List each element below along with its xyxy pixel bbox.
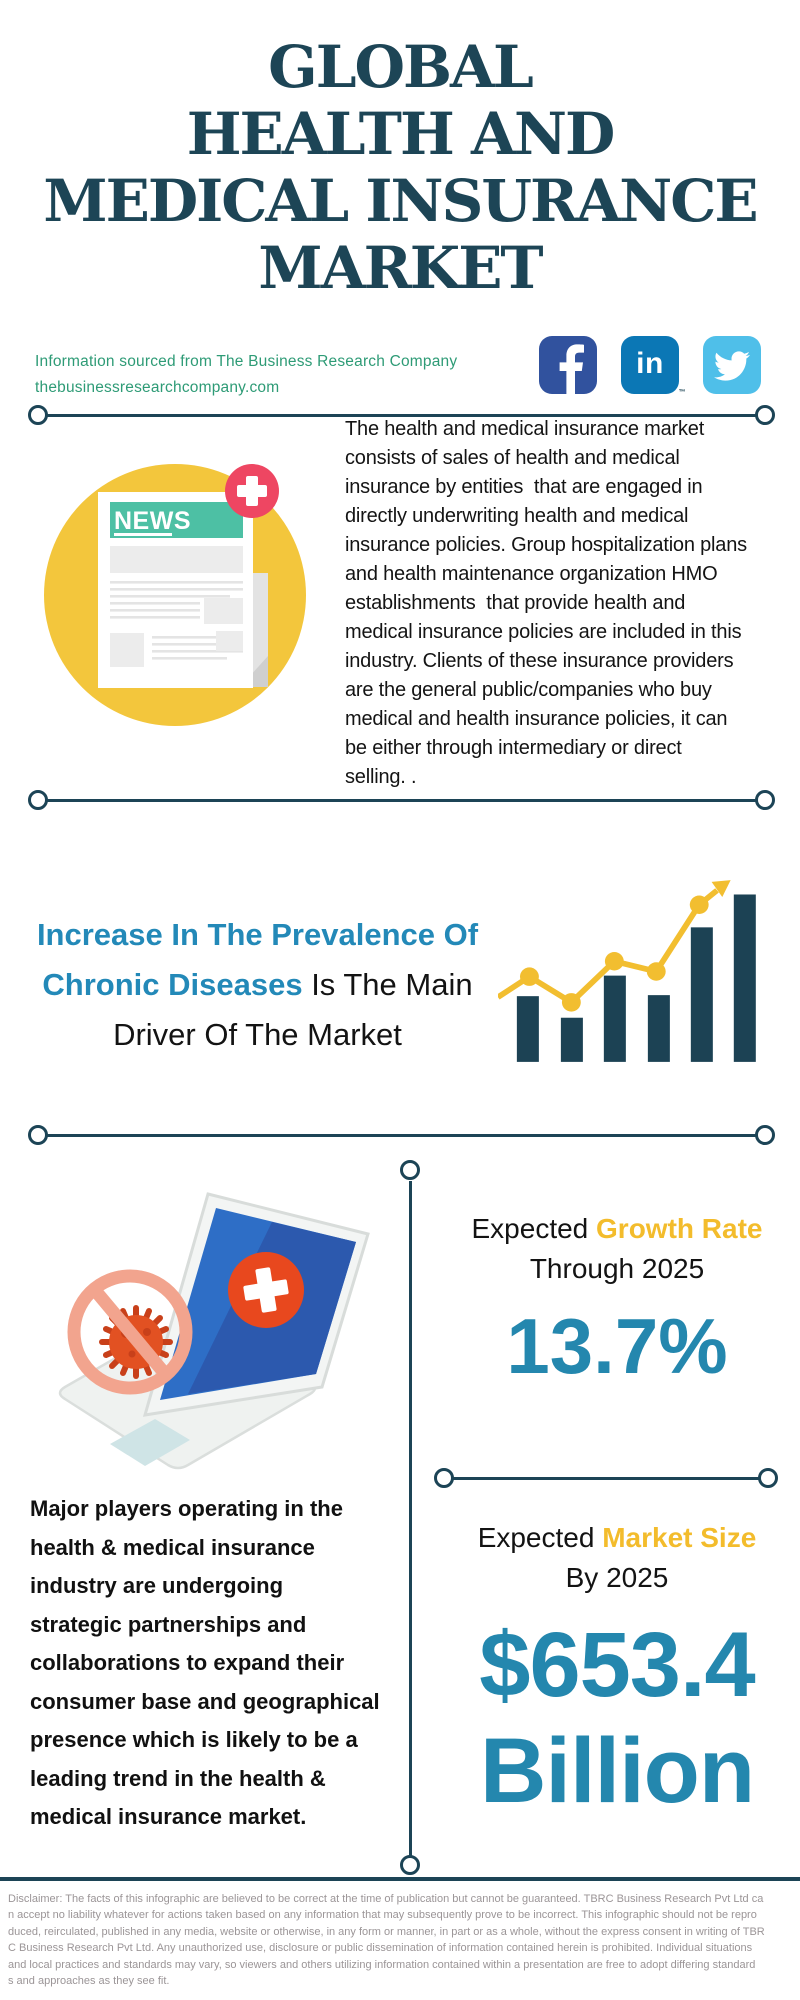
vertical-divider-line [409,1181,412,1856]
divider-1 [28,405,775,426]
divider-endpoint-circle [28,405,48,425]
linkedin-in-glyph: in [636,347,664,380]
divider-line [45,798,758,802]
driver-heading: Increase In The Prevalence Of Chronic Di… [5,910,510,1060]
divider-endpoint-circle [28,1125,48,1145]
source-text: Information sourced from The Business Re… [35,349,457,401]
source-line-1: Information sourced from The Business Re… [35,353,458,370]
growth-chart-illustration [498,880,756,1062]
divider-mid-right [434,1468,778,1489]
newspaper-icon: NEWS [98,492,268,688]
growth-value: 13.7% [506,1302,728,1390]
medical-plus-icon [225,464,279,518]
divider-endpoint-circle [758,1468,778,1488]
driver-rest-line2: Is The Main [302,967,473,1002]
news-label: NEWS [114,507,191,535]
trend-dots [520,895,709,1012]
market-size-label-accent: Market Size [602,1522,757,1553]
facebook-icon[interactable] [539,336,597,394]
divider-line [45,1133,758,1137]
news-illustration: NEWS [44,464,306,726]
divider-endpoint-circle [28,790,48,810]
divider-endpoint-circle [400,1160,420,1180]
market-size-line2: By 2025 [565,1562,669,1593]
divider-endpoint-circle [755,790,775,810]
disclaimer-text: Disclaimer: The facts of this infographi… [8,1893,765,1988]
growth-label: Expected Growth Rate [437,1212,797,1246]
prohibition-icon [67,1269,193,1395]
title-line-1: GLOBAL [268,33,534,101]
title-line-3: MEDICAL INSURANCE [43,167,758,235]
market-size-label: Expected Market Size [437,1521,797,1555]
market-size-value-number: $653.4 [479,1614,755,1716]
title-line-2: HEALTH AND [186,100,616,168]
chart-bars [516,894,756,1062]
divider-line [45,413,758,417]
twitter-bird-glyph [714,351,750,381]
growth-line2: Through 2025 [529,1253,705,1284]
medical-cross-icon [228,1252,304,1328]
laptop-touchpad [110,1419,190,1466]
divider-endpoint-circle [755,405,775,425]
laptop-illustration [58,1192,370,1470]
facebook-f-glyph [559,344,584,394]
driver-accent-line1: Increase In The Prevalence Of [36,917,479,952]
divider-line [451,1476,761,1480]
news-band [110,502,243,538]
page-title: GLOBAL HEALTH AND MEDICAL INSURANCE MARK… [0,34,800,302]
driver-line3: Driver Of The Market [113,1017,402,1052]
divider-3 [28,1125,775,1146]
divider-endpoint-circle [400,1855,420,1875]
source-line-2[interactable]: thebusinessresearchcompany.com [35,379,280,396]
title-line-4: MARKET [258,234,543,302]
divider-endpoint-circle [755,1125,775,1145]
intro-paragraph: The health and medical insurance market … [345,418,747,788]
growth-label-prefix: Expected [471,1213,597,1244]
linkedin-icon[interactable]: in ™ [621,336,686,396]
growth-label-accent: Growth Rate [596,1213,763,1244]
footer-rule [0,1877,800,1881]
players-paragraph: Major players operating in the health & … [30,1496,380,1829]
trend-arrow-icon [711,880,731,898]
driver-accent-line2: Chronic Diseases [42,967,303,1002]
twitter-icon[interactable] [703,336,761,394]
market-size-value-unit: Billion [479,1720,755,1822]
laptop-screen [142,1192,370,1417]
divider-2 [28,790,775,811]
market-size-value: $653.4 Billion [437,1612,797,1824]
linkedin-trademark: ™ [678,389,686,396]
market-size-label-prefix: Expected [477,1522,603,1553]
divider-endpoint-circle [434,1468,454,1488]
